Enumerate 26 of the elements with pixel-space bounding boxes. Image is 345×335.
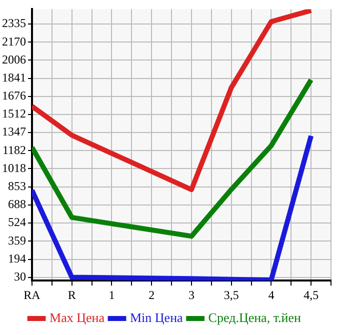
legend-label: Min Цена (130, 310, 184, 325)
y-tick-label: 359 (8, 233, 26, 248)
x-tick-label: 2 (148, 288, 155, 302)
y-tick-label: 30 (14, 269, 26, 284)
x-tick-label: R (68, 288, 76, 302)
x-tick-label: 4,5 (304, 288, 319, 302)
x-tick-label: RA (24, 288, 41, 302)
x-tick-label: 3 (188, 288, 194, 302)
y-tick-label: 1018 (2, 160, 26, 175)
y-tick-label: 853 (8, 179, 26, 194)
y-tick-label: 688 (8, 197, 26, 212)
x-tick-label: 1 (108, 288, 115, 302)
y-tick-label: 2006 (2, 52, 26, 66)
y-tick-label: 1676 (2, 88, 26, 103)
legend-label: Сред.Цена, т.йен (208, 310, 302, 325)
y-tick-label: 1841 (2, 70, 26, 84)
legend-label: Max Цена (50, 310, 105, 325)
x-tick-label: 4 (268, 288, 274, 302)
x-tick-label: 3,5 (224, 288, 239, 302)
y-tick-label: 194 (8, 251, 26, 266)
y-tick-label: 1512 (2, 106, 26, 121)
y-tick-label: 2335 (2, 16, 26, 30)
y-tick-label: 524 (8, 215, 26, 230)
y-tick-label: 2170 (2, 34, 26, 48)
y-tick-label: 1182 (2, 142, 26, 157)
y-tick-label: 1347 (2, 124, 26, 139)
